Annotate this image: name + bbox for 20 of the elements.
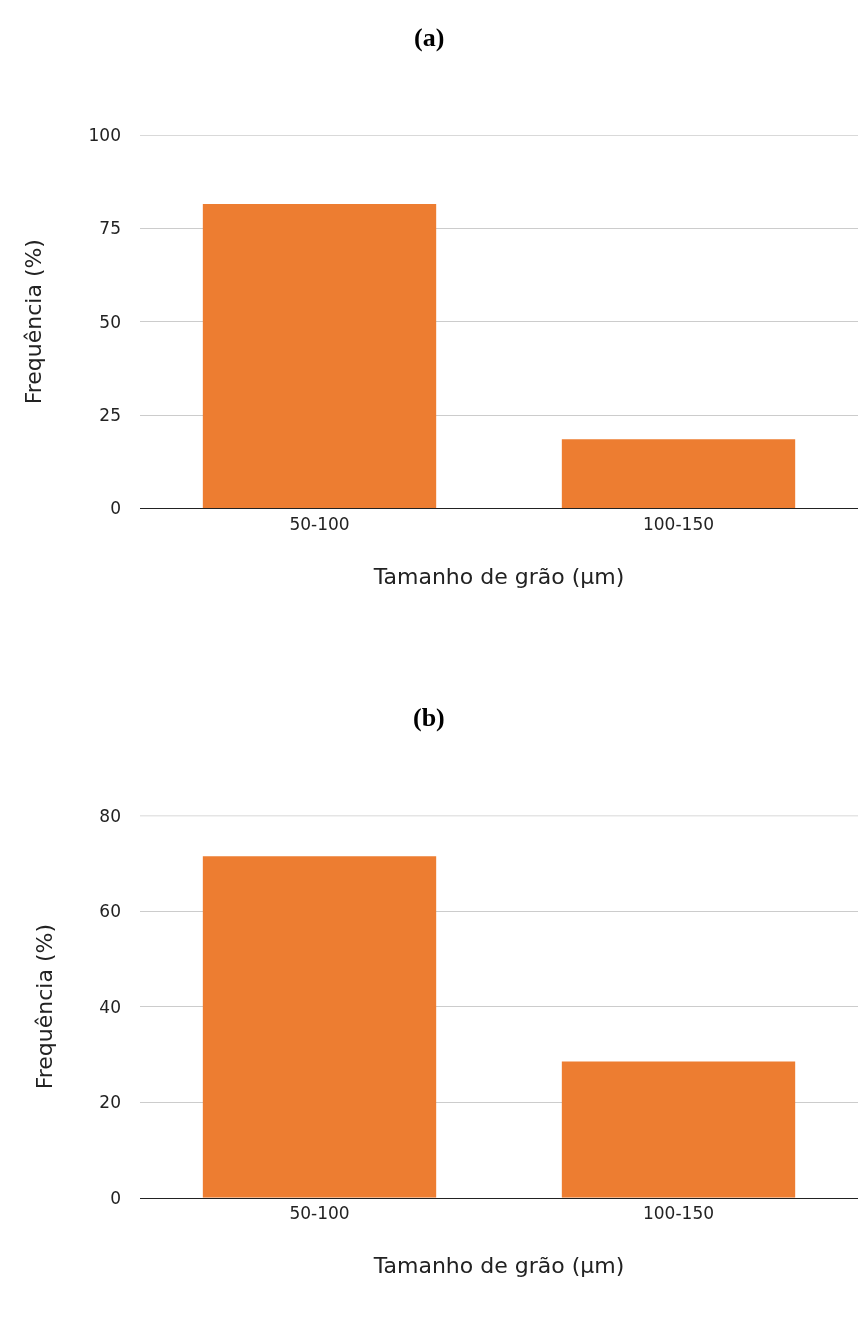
y-tick-label: 40 bbox=[99, 996, 121, 1017]
y-tick-label: 20 bbox=[99, 1092, 121, 1113]
y-tick-label: 0 bbox=[110, 498, 121, 519]
y-axis-title: Frequência (%) bbox=[32, 923, 58, 1090]
y-tick-label: 0 bbox=[110, 1187, 121, 1208]
x-tick-label: 100-150 bbox=[642, 1203, 715, 1224]
chart-title: (b) bbox=[413, 703, 445, 732]
y-tick-label: 50 bbox=[99, 311, 121, 332]
x-tick-label: 50-100 bbox=[289, 1203, 350, 1224]
chart-title: (a) bbox=[414, 23, 445, 52]
y-tick-label: 75 bbox=[99, 218, 121, 239]
y-axis-title: Frequência (%) bbox=[21, 239, 47, 405]
y-tick-label: 100 bbox=[88, 125, 121, 146]
x-tick-label: 100-150 bbox=[642, 513, 715, 534]
x-axis-title: Tamanho de grão (µm) bbox=[372, 563, 625, 589]
y-tick-label: 80 bbox=[99, 805, 121, 826]
x-tick-label: 50-100 bbox=[289, 513, 350, 534]
y-tick-label: 60 bbox=[99, 901, 121, 922]
y-tick-label: 25 bbox=[99, 404, 121, 425]
x-axis-title: Tamanho de grão (µm) bbox=[372, 1253, 625, 1279]
